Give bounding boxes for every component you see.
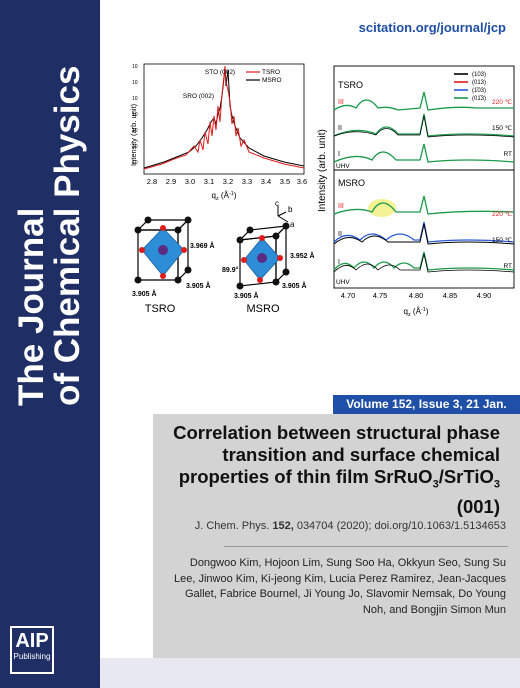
msro-temp-220: 220 ℃ bbox=[492, 211, 513, 218]
panel-label-msro: MSRO bbox=[338, 178, 365, 188]
xps-plot-frame bbox=[333, 65, 515, 289]
legend-msro: MSRO bbox=[262, 77, 282, 84]
tsro-temp-rt: RT bbox=[503, 151, 512, 158]
msro-roman-i: I bbox=[338, 259, 340, 266]
tsro-temp-220: 220 ℃ bbox=[492, 99, 513, 106]
xrd-xtick: 3.1 bbox=[204, 177, 214, 186]
msro-temps: 220 ℃ 150 ℃ RT bbox=[492, 211, 513, 270]
xrd-ylabel: Intensity (arb. unit) bbox=[129, 103, 138, 166]
xps-xtick: 4.85 bbox=[443, 291, 458, 300]
tsro-uhv: UHV bbox=[336, 163, 350, 170]
tsro-b-label: 3.905 Å bbox=[186, 281, 211, 290]
xrd-ytick: 10 bbox=[132, 160, 138, 166]
crystal-structures: 3.969 Å 3.905 Å 3.905 Å TSRO c b a 3.952… bbox=[132, 200, 315, 315]
tsro-temps: 220 ℃ 150 ℃ RT bbox=[492, 99, 513, 158]
xrd-plot: 10 10 10 10 10 10 10 Intensity (arb. uni… bbox=[129, 63, 307, 202]
journal-spine: The Journal of Chemical Physics AIP Publ… bbox=[0, 0, 100, 688]
tsro-name: TSRO bbox=[145, 303, 176, 315]
xrd-xtick: 3.2 bbox=[223, 177, 233, 186]
legend-01bar3: (01̄3) bbox=[472, 96, 486, 102]
article-title[interactable]: Correlation between structural phase tra… bbox=[173, 422, 500, 517]
article-info-box bbox=[153, 414, 520, 658]
xps-xtick: 4.90 bbox=[477, 291, 492, 300]
tsro-traces bbox=[333, 91, 515, 163]
xps-plot: Intensity (arb. unit) TSRO MSRO (103) (0… bbox=[317, 65, 515, 318]
xrd-xtick: 3.5 bbox=[280, 177, 290, 186]
xrd-xticks: 2.8 2.9 3.0 3.1 3.2 3.3 3.4 3.5 3.6 bbox=[147, 177, 307, 186]
xrd-ytick: 10 bbox=[132, 96, 138, 102]
tsro-a-label: 3.905 Å bbox=[132, 289, 157, 298]
xps-ylabel: Intensity (arb. unit) bbox=[317, 129, 328, 212]
xrd-xtick: 2.9 bbox=[166, 177, 176, 186]
journal-url[interactable]: scitation.org/journal/jcp bbox=[358, 20, 506, 35]
xrd-xtick: 3.6 bbox=[297, 177, 307, 186]
xps-xlabel: qz (Å-1) bbox=[404, 307, 429, 318]
xps-xtick: 4.80 bbox=[409, 291, 424, 300]
axes-icon bbox=[277, 206, 289, 223]
xrd-xtick: 3.4 bbox=[261, 177, 271, 186]
msro-b-label: 3.905 Å bbox=[282, 281, 307, 290]
xrd-series-tsro bbox=[143, 65, 305, 170]
axis-c-label: c bbox=[275, 200, 279, 208]
msro-roman: III II I bbox=[338, 203, 344, 266]
msro-temp-150: 150 ℃ bbox=[492, 237, 513, 244]
msro-temp-rt: RT bbox=[503, 263, 512, 270]
msro-c-label: 3.952 Å bbox=[290, 251, 315, 260]
xrd-ytick: 10 bbox=[132, 128, 138, 134]
xps-xticks: 4.70 4.75 4.80 4.85 4.90 bbox=[341, 291, 492, 300]
journal-title-line1: The Journal bbox=[12, 207, 51, 406]
axis-a-label: a bbox=[290, 220, 295, 229]
xrd-ytick: 10 bbox=[132, 64, 138, 70]
xrd-peak-sto: STO (002) bbox=[205, 69, 235, 76]
msro-a-label: 3.905 Å bbox=[234, 291, 259, 300]
legend-1bar03: (1̄03) bbox=[472, 88, 486, 94]
msro-roman-iii: III bbox=[338, 203, 344, 210]
xrd-plot-frame bbox=[143, 63, 305, 175]
xrd-xtick: 2.8 bbox=[147, 177, 157, 186]
xrd-ytick: 10 bbox=[132, 80, 138, 86]
journal-title: The Journal of Chemical Physics bbox=[12, 65, 87, 406]
tsro-roman-i: I bbox=[338, 151, 340, 158]
tsro-cell bbox=[134, 216, 192, 284]
msro-angle-label: 89.9° bbox=[222, 266, 239, 274]
xrd-xtick: 3.0 bbox=[185, 177, 195, 186]
highlight-marker bbox=[368, 199, 396, 217]
volume-issue-bar: Volume 152, Issue 3, 21 Jan. 2020 bbox=[333, 395, 520, 430]
xrd-peak-sro: SRO (002) bbox=[183, 93, 214, 100]
aip-publishing-logo: AIP Publishing bbox=[10, 626, 54, 674]
aip-logo-main: AIP bbox=[15, 630, 49, 652]
msro-name: MSRO bbox=[247, 303, 280, 315]
msro-cell bbox=[236, 222, 290, 290]
legend-103: (103) bbox=[472, 72, 486, 78]
xps-legend: (103) (013) (1̄03) (01̄3) bbox=[454, 72, 486, 102]
tsro-roman: III II I bbox=[338, 99, 344, 158]
msro-uhv: UHV bbox=[336, 279, 350, 286]
tsro-roman-ii: II bbox=[338, 125, 342, 132]
legend-013: (013) bbox=[472, 80, 486, 86]
msro-traces bbox=[333, 195, 515, 273]
tsro-roman-iii: III bbox=[338, 99, 344, 106]
xrd-ytick: 10 bbox=[132, 144, 138, 150]
legend-tsro: TSRO bbox=[262, 69, 280, 76]
aip-logo-sub: Publishing bbox=[13, 652, 51, 661]
panel-label-tsro: TSRO bbox=[338, 80, 363, 90]
xrd-ytick: 10 bbox=[132, 112, 138, 118]
article-citation[interactable]: J. Chem. Phys. 152, 034704 (2020); doi.o… bbox=[194, 520, 506, 532]
article-authors: Dongwoo Kim, Hojoon Lim, Sung Soo Ha, Ok… bbox=[174, 557, 506, 616]
xrd-yticks: 10 10 10 10 10 10 10 bbox=[132, 64, 138, 166]
xps-xtick: 4.75 bbox=[373, 291, 388, 300]
journal-title-line2: of Chemical Physics bbox=[48, 65, 87, 406]
axis-b-label: b bbox=[288, 205, 293, 214]
xrd-xtick: 3.3 bbox=[242, 177, 252, 186]
msro-roman-ii: II bbox=[338, 231, 342, 238]
tsro-c-label: 3.969 Å bbox=[190, 241, 215, 250]
divider bbox=[224, 546, 508, 547]
xrd-xlabel: qz (Å-1) bbox=[212, 191, 237, 202]
tsro-temp-150: 150 ℃ bbox=[492, 125, 513, 132]
xps-xtick: 4.70 bbox=[341, 291, 356, 300]
bottom-band bbox=[100, 658, 520, 688]
